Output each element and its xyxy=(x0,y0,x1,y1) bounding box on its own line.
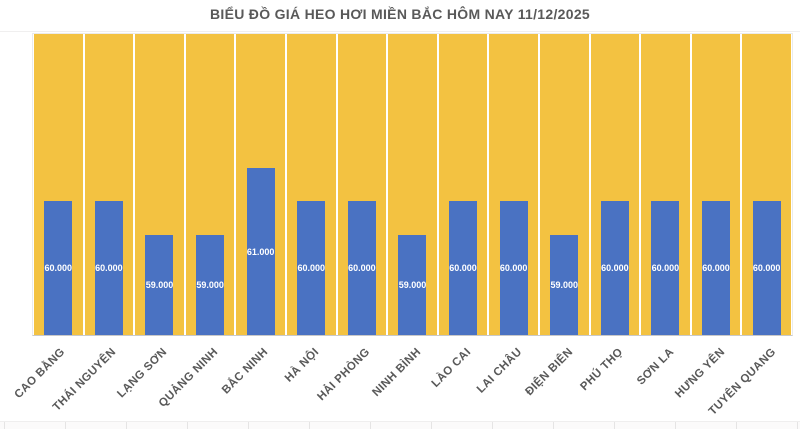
category-column: 59.000 xyxy=(134,34,185,335)
category-column: 60.000 xyxy=(640,34,691,335)
value-bar: 60.000 xyxy=(702,201,731,335)
x-axis-label: LÀO CAI xyxy=(429,346,474,390)
category-column: 60.000 xyxy=(438,34,489,335)
bar-value-label: 60.000 xyxy=(44,263,73,273)
bar-value-label: 60.000 xyxy=(651,263,680,273)
x-axis-label: ĐIỆN BIÊN xyxy=(523,346,576,399)
bar-value-label: 61.000 xyxy=(246,246,275,257)
x-axis-label: THÁI NGUYÊN xyxy=(50,346,119,414)
bar-value-label: 60.000 xyxy=(499,263,528,273)
x-axis-label: HÀ NỘI xyxy=(282,346,322,385)
value-bar: 60.000 xyxy=(600,201,629,335)
value-bar: 60.000 xyxy=(752,201,781,335)
x-axis-label: HẢI PHÒNG xyxy=(315,346,373,404)
x-axis-label: LAI CHÂU xyxy=(474,346,525,396)
category-column: 59.000 xyxy=(387,34,438,335)
value-bar: 60.000 xyxy=(499,201,528,335)
x-axis-label: PHÚ THỌ xyxy=(578,346,626,394)
category-column: 60.000 xyxy=(33,34,84,335)
bar-value-label: 59.000 xyxy=(196,280,224,290)
category-column: 61.000 xyxy=(235,34,286,335)
value-bar: 59.000 xyxy=(398,235,427,335)
bar-value-label: 60.000 xyxy=(752,263,781,273)
bar-value-label: 60.000 xyxy=(702,263,730,273)
value-bar: 60.000 xyxy=(449,201,478,335)
bar-value-label: 60.000 xyxy=(297,263,326,273)
category-column: 59.000 xyxy=(185,34,236,335)
category-column: 60.000 xyxy=(84,34,135,335)
value-bar: 60.000 xyxy=(94,201,123,335)
value-bar: 59.000 xyxy=(145,235,174,335)
bar-value-label: 60.000 xyxy=(601,263,629,273)
category-column: 60.000 xyxy=(488,34,539,335)
plot-top-border xyxy=(0,31,800,32)
x-axis-label: HƯNG YÊN xyxy=(672,346,728,401)
value-bar: 60.000 xyxy=(347,201,376,335)
value-bar: 59.000 xyxy=(550,235,579,335)
bar-value-label: 60.000 xyxy=(95,263,123,273)
x-axis-label: NINH BÌNH xyxy=(369,346,423,400)
category-column: 60.000 xyxy=(590,34,641,335)
value-bar: 60.000 xyxy=(297,201,326,335)
category-column: 59.000 xyxy=(539,34,590,335)
category-column: 60.000 xyxy=(741,34,792,335)
x-axis-label: TUYÊN QUANG xyxy=(706,346,779,418)
x-axis-label: BẮC NINH xyxy=(220,346,271,397)
value-bar: 59.000 xyxy=(196,235,225,335)
bottom-strip xyxy=(0,421,800,429)
bar-value-label: 59.000 xyxy=(550,280,578,290)
value-bar: 61.000 xyxy=(246,168,275,335)
x-axis-label: QUẢNG NINH xyxy=(156,346,221,410)
category-column: 60.000 xyxy=(691,34,742,335)
bar-value-label: 59.000 xyxy=(398,280,427,290)
value-bar: 60.000 xyxy=(651,201,680,335)
x-axis-label: LẠNG SƠN xyxy=(115,346,170,401)
bar-value-label: 59.000 xyxy=(145,280,174,290)
x-axis-label: CAO BẰNG xyxy=(12,346,68,402)
bar-value-label: 60.000 xyxy=(449,263,477,273)
category-column: 60.000 xyxy=(337,34,388,335)
plot-area: 60.000 60.000 59.000 59.000 61.000 60.000 60.0… xyxy=(32,33,793,336)
value-bar: 60.000 xyxy=(44,201,73,335)
category-column: 60.000 xyxy=(286,34,337,335)
x-axis-label: SƠN LA xyxy=(635,346,677,388)
chart-title: BIỂU ĐỒ GIÁ HEO HƠI MIỀN BẮC HÔM NAY 11/… xyxy=(209,6,591,22)
bar-value-label: 60.000 xyxy=(348,263,376,273)
